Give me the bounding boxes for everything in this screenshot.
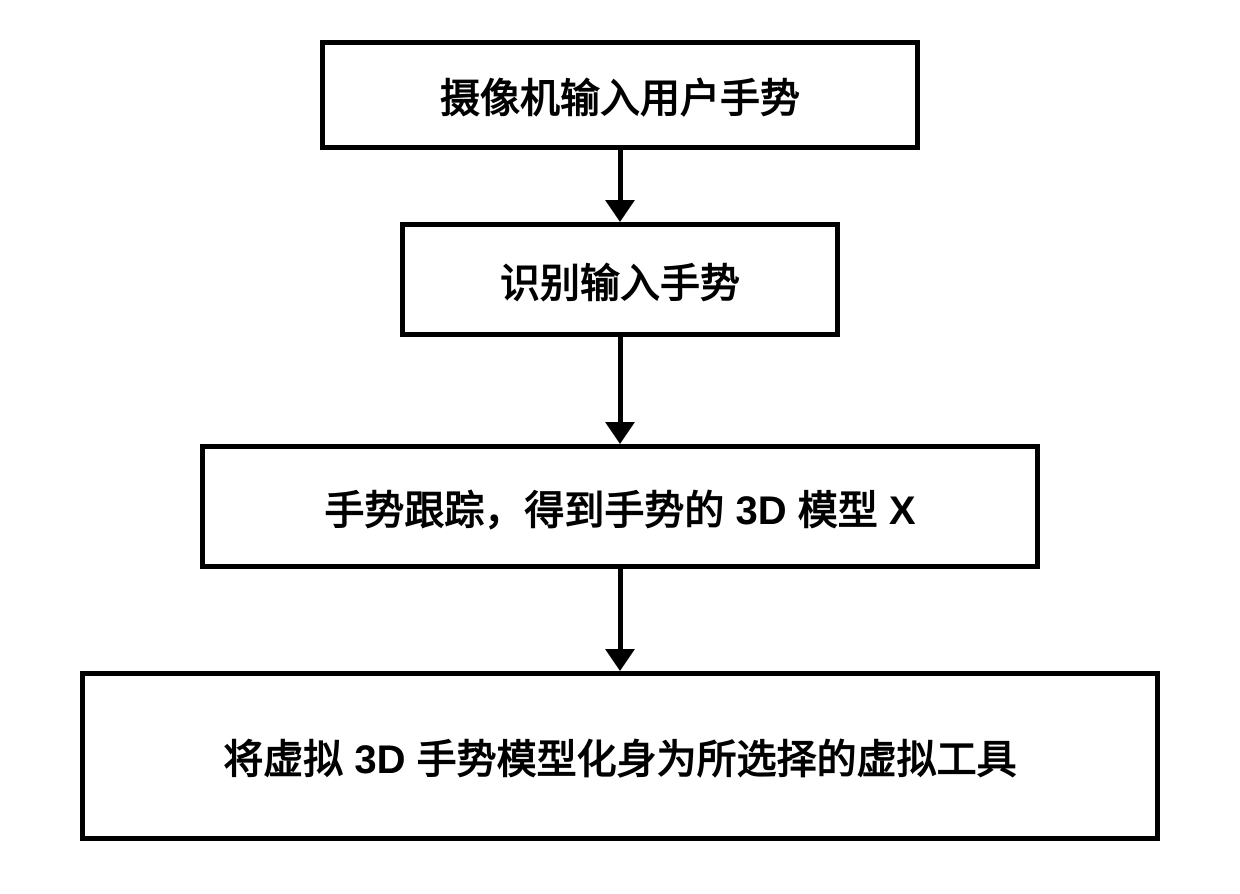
arrow-head-icon: [605, 200, 635, 222]
node-4-label: 将虚拟 3D 手势模型化身为所选择的虚拟工具: [223, 727, 1016, 785]
flowchart-node-3: 手势跟踪，得到手势的 3D 模型 X: [200, 444, 1040, 569]
arrow-head-icon: [605, 422, 635, 444]
flowchart-node-4: 将虚拟 3D 手势模型化身为所选择的虚拟工具: [80, 671, 1160, 841]
arrow-line: [618, 337, 623, 422]
arrow-line: [618, 150, 623, 200]
flowchart-node-2: 识别输入手势: [400, 222, 840, 337]
arrow-line: [618, 569, 623, 649]
flowchart-arrow-3: [605, 569, 635, 671]
node-3-label: 手势跟踪，得到手势的 3D 模型 X: [324, 478, 915, 536]
flowchart-arrow-1: [605, 150, 635, 222]
node-2-label: 识别输入手势: [500, 251, 740, 309]
flowchart-arrow-2: [605, 337, 635, 444]
node-1-label: 摄像机输入用户手势: [440, 66, 800, 124]
arrow-head-icon: [605, 649, 635, 671]
flowchart-node-1: 摄像机输入用户手势: [320, 40, 920, 150]
